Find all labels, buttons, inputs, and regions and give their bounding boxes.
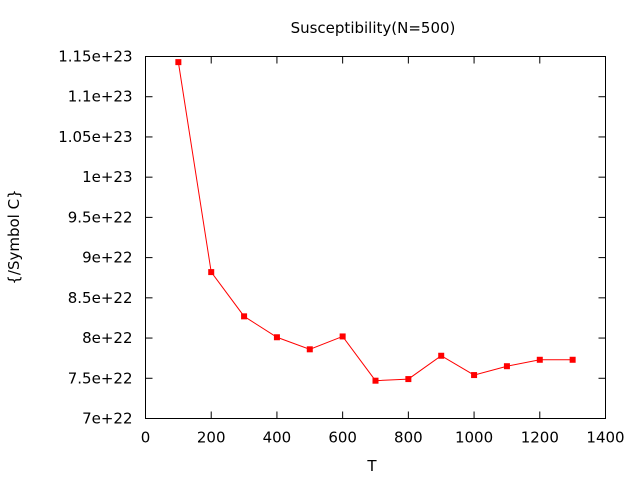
x-tick-label: 800 bbox=[394, 429, 423, 447]
x-tick-label: 0 bbox=[141, 429, 151, 447]
x-tick-label: 1200 bbox=[521, 429, 559, 447]
y-tick-label: 9.5e+22 bbox=[68, 208, 133, 226]
y-tick-label: 8.5e+22 bbox=[68, 289, 133, 307]
data-point bbox=[175, 59, 182, 66]
data-point bbox=[208, 269, 215, 276]
series-line bbox=[177, 62, 573, 382]
series-group bbox=[175, 59, 576, 384]
y-axis-label: {/Symbol C} bbox=[5, 189, 23, 284]
data-point bbox=[471, 372, 478, 379]
y-tick-label: 1.1e+23 bbox=[68, 88, 133, 106]
data-point bbox=[503, 363, 510, 370]
data-point bbox=[273, 334, 280, 341]
y-tick-label: 1e+23 bbox=[82, 168, 132, 186]
data-point bbox=[438, 352, 445, 359]
x-tick-label: 200 bbox=[197, 429, 226, 447]
y-tick-label: 9e+22 bbox=[82, 249, 132, 267]
data-point bbox=[405, 376, 412, 383]
x-tick-label: 1400 bbox=[586, 429, 624, 447]
y-tick-label: 7e+22 bbox=[82, 410, 132, 428]
y-tick-label: 1.15e+23 bbox=[58, 48, 132, 66]
x-axis-ticks: 0 200 400 600 800 1000 1200 1400 bbox=[141, 56, 625, 447]
x-axis-label: T bbox=[366, 457, 377, 475]
y-tick-label: 1.05e+23 bbox=[58, 128, 132, 146]
data-point bbox=[339, 333, 346, 340]
data-point bbox=[306, 346, 313, 353]
x-tick-label: 1000 bbox=[455, 429, 493, 447]
y-axis-ticks: 7e+22 7.5e+22 8e+22 8.5e+22 9e+22 9.5e+22 1e+2… bbox=[58, 48, 606, 428]
y-tick-label: 7.5e+22 bbox=[68, 369, 133, 387]
data-point bbox=[372, 377, 379, 384]
y-tick-label: 8e+22 bbox=[82, 329, 132, 347]
x-tick-label: 600 bbox=[328, 429, 357, 447]
data-point bbox=[536, 356, 543, 363]
data-point bbox=[241, 313, 248, 320]
chart-title: Susceptibility(N=500) bbox=[291, 19, 456, 37]
x-tick-label: 400 bbox=[263, 429, 292, 447]
data-point bbox=[569, 356, 576, 363]
plot-frame bbox=[145, 56, 606, 419]
